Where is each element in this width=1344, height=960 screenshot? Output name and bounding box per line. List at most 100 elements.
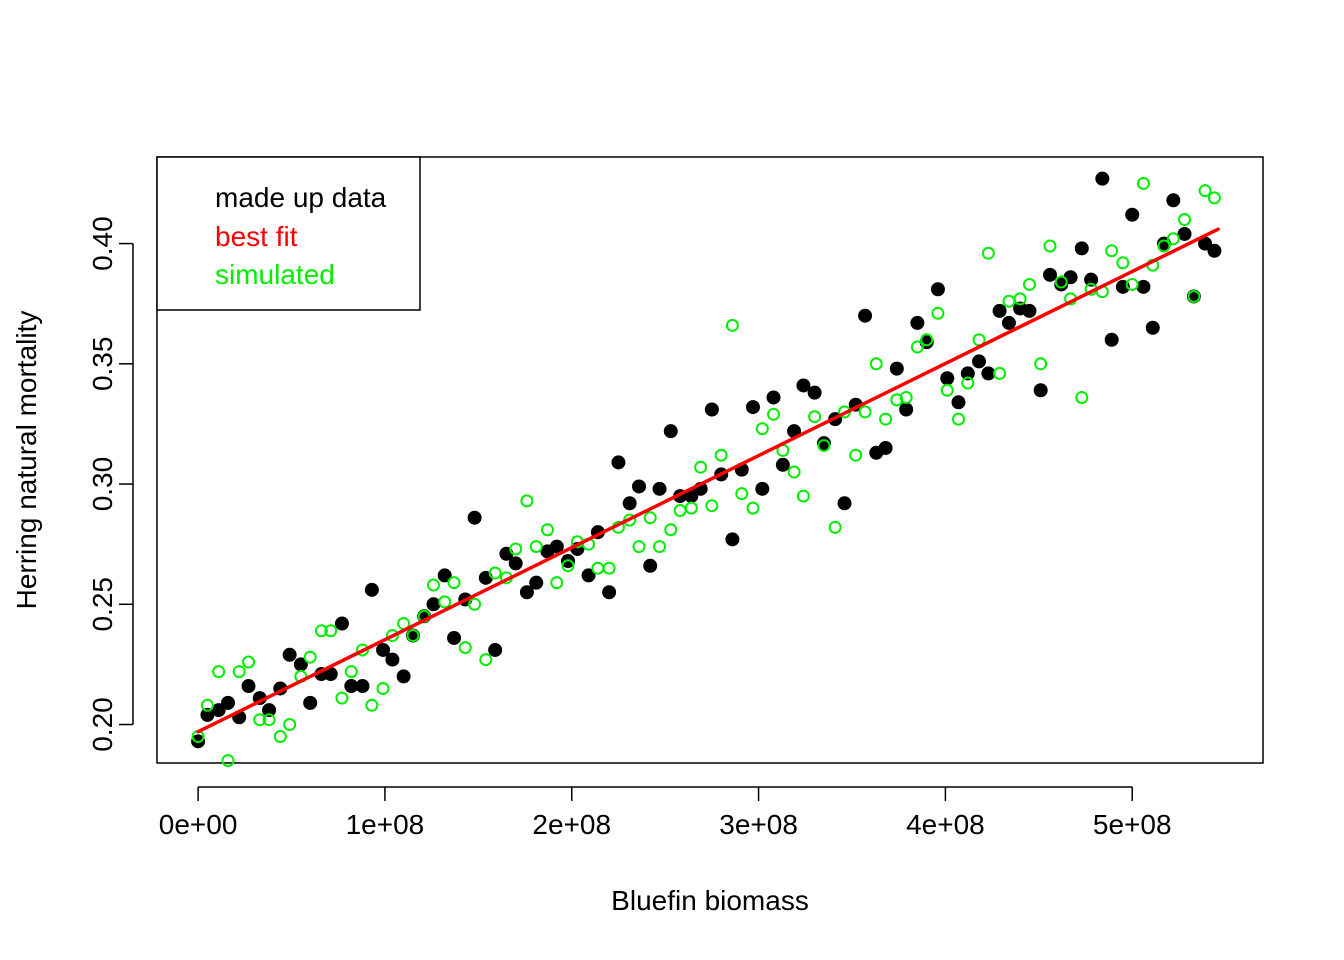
simulated-point <box>438 595 452 609</box>
simulated-point <box>273 730 287 744</box>
x-tick-label: 3e+08 <box>719 809 798 840</box>
simulated-point <box>755 422 769 436</box>
simulated-point <box>520 494 534 508</box>
data-point <box>611 455 626 470</box>
data-point <box>447 630 462 645</box>
data-point <box>508 556 523 571</box>
data-point <box>796 378 811 393</box>
data-point <box>364 582 379 597</box>
simulated-point <box>602 561 616 575</box>
data-point <box>1125 207 1140 222</box>
data-point <box>581 568 596 583</box>
simulated-point <box>221 754 235 768</box>
data-point <box>262 703 277 718</box>
simulated-point <box>673 504 687 517</box>
simulated-point <box>335 691 349 705</box>
simulated-point <box>808 410 822 424</box>
simulated-point <box>746 501 760 515</box>
data-point <box>467 510 482 525</box>
simulated-point <box>1157 239 1171 253</box>
simulated-point <box>376 681 390 695</box>
simulated-point <box>1125 277 1139 291</box>
simulated-point <box>385 629 399 643</box>
simulated-point <box>232 665 246 679</box>
data-point <box>241 679 256 694</box>
data-point <box>878 440 893 455</box>
legend-entry-best-fit: best fit <box>215 221 298 252</box>
simulated-point <box>817 439 831 453</box>
data-point <box>437 568 452 583</box>
simulated-point <box>1207 191 1221 205</box>
simulated-point <box>787 465 801 479</box>
simulated-point <box>1013 292 1027 306</box>
data-point <box>1177 226 1192 241</box>
simulated-point <box>993 366 1007 380</box>
y-axis: 0.20 0.25 0.30 0.35 0.40 <box>87 216 134 752</box>
simulated-point <box>705 499 719 513</box>
simulated-point <box>725 318 739 332</box>
simulated-point <box>283 718 297 732</box>
simulated-point <box>664 523 678 537</box>
data-point <box>940 371 955 386</box>
data-point <box>426 597 441 612</box>
data-point <box>1043 267 1058 282</box>
simulated-point <box>899 390 913 404</box>
simulated-point <box>684 501 698 515</box>
data-point <box>992 303 1007 318</box>
simulated-point <box>242 655 256 669</box>
simulated-point <box>1105 244 1119 258</box>
x-tick-label: 2e+08 <box>532 809 611 840</box>
data-point <box>529 575 544 590</box>
data-point <box>1033 383 1048 398</box>
legend-entry-made-up-data: made up data <box>215 182 387 213</box>
y-axis-title: Herring natural mortality <box>11 311 42 610</box>
data-point <box>1054 277 1069 292</box>
simulated-point <box>920 333 934 347</box>
legend: made up data best fit simulated <box>156 156 421 311</box>
simulated-point <box>1022 277 1036 291</box>
simulated-point <box>1178 213 1192 227</box>
simulated-point <box>561 559 575 573</box>
data-point <box>930 282 945 297</box>
simulated-point <box>262 713 276 727</box>
simulated-point <box>427 578 440 592</box>
simulated-point <box>529 540 543 554</box>
simulated-point <box>632 540 646 554</box>
data-point <box>816 436 831 451</box>
data-point <box>1084 272 1099 287</box>
simulated-point <box>344 665 358 679</box>
best-fit-line-group <box>196 227 1220 734</box>
legend-entry-simulated: simulated <box>215 259 335 290</box>
data-point <box>334 616 349 631</box>
data-point <box>837 496 852 511</box>
data-point <box>652 481 667 496</box>
data-point <box>1145 320 1160 335</box>
y-tick-label: 0.35 <box>87 337 118 392</box>
simulated-point <box>1198 184 1212 198</box>
y-tick-label: 0.40 <box>87 216 118 270</box>
simulated-point <box>303 650 317 664</box>
simulated-point <box>694 460 708 474</box>
y-tick-label: 0.30 <box>87 457 118 512</box>
data-point <box>1104 332 1119 347</box>
data-point <box>1001 315 1016 330</box>
simulated-point <box>324 624 338 638</box>
simulated-point <box>869 357 883 371</box>
simulated-point <box>468 597 482 611</box>
data-point <box>519 585 534 600</box>
data-point <box>704 402 719 417</box>
data-point <box>602 585 617 600</box>
data-point <box>1022 303 1037 318</box>
data-point <box>972 354 987 369</box>
data-point <box>951 395 966 410</box>
simulated-point <box>1034 357 1048 371</box>
simulated-point <box>550 576 564 590</box>
simulated-point <box>643 511 657 525</box>
simulated-point <box>849 448 863 462</box>
x-tick-label: 5e+08 <box>1093 809 1172 840</box>
data-point <box>725 532 740 547</box>
simulated-point <box>858 405 872 419</box>
simulated-point <box>961 376 975 390</box>
simulated-point <box>1043 239 1057 253</box>
